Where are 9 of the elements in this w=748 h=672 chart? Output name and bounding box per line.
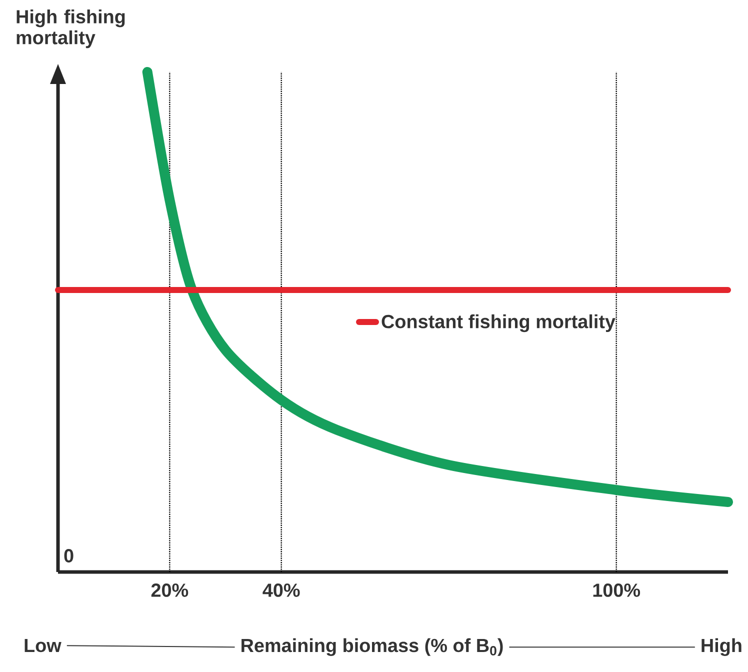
x-tick-label: 20%: [151, 584, 188, 597]
annotation: 0: [64, 549, 74, 562]
x-axis-title: Remaining biomass (% of B$_{0}$): [242, 638, 503, 656]
text: High: [702, 638, 742, 656]
y-axis-title: High fishing mortality: [16, 10, 125, 48]
legend-label: Constant fishing mortality: [382, 314, 616, 332]
text: Low: [24, 638, 62, 652]
x-tick-label: 100%: [593, 584, 640, 597]
x-tick-label: 40%: [262, 584, 300, 597]
